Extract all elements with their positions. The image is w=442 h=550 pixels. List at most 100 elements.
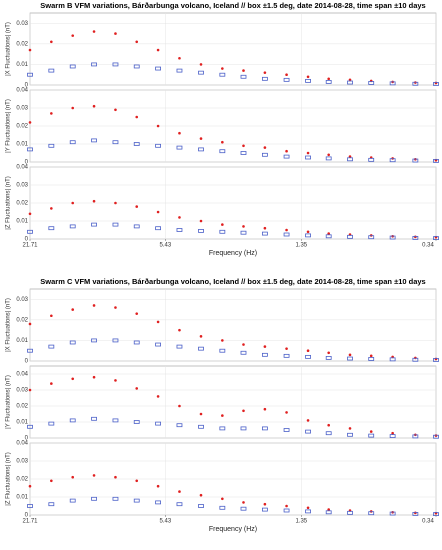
box-marker <box>325 356 332 360</box>
outlier-marker <box>114 379 117 382</box>
box-marker <box>219 426 226 431</box>
outlier-marker <box>28 484 32 488</box>
box-marker <box>389 81 396 86</box>
outlier-marker <box>221 414 224 417</box>
outlier-marker <box>221 497 224 501</box>
outlier-marker <box>242 501 245 504</box>
outlier-marker <box>199 493 203 497</box>
outlier-marker <box>28 212 32 216</box>
outlier-marker <box>348 427 352 430</box>
outlier-marker <box>221 67 224 70</box>
outlier-marker <box>92 104 96 108</box>
box-marker <box>27 424 33 429</box>
box-marker <box>305 509 311 514</box>
box-marker <box>69 340 76 345</box>
outlier-marker <box>242 69 245 72</box>
box-marker <box>91 416 97 421</box>
box-marker <box>347 432 353 437</box>
outlier-marker <box>285 73 288 77</box>
box-marker <box>240 426 247 431</box>
outlier-marker <box>414 235 417 239</box>
outlier-marker <box>221 140 224 144</box>
outlier-marker <box>199 137 203 140</box>
outlier-marker <box>50 40 53 44</box>
box-marker <box>155 143 161 148</box>
outlier-marker <box>50 112 53 115</box>
y-tick-label: 0.02 <box>16 124 28 130</box>
box-marker <box>112 140 119 145</box>
outlier-marker <box>199 335 203 338</box>
box-marker <box>433 358 439 362</box>
y-tick-label: 0.02 <box>16 477 28 483</box>
outlier-marker <box>135 479 139 483</box>
box-marker <box>389 357 396 362</box>
box-marker <box>48 421 55 426</box>
chart-title: Swarm B VFM variations, Bárðarbunga volc… <box>40 1 425 10</box>
outlier-marker <box>178 490 181 493</box>
box-marker <box>283 77 290 82</box>
outlier-marker <box>327 423 330 427</box>
box-marker <box>389 511 396 516</box>
x-tick-label: 1.35 <box>295 519 307 525</box>
outlier-marker <box>327 232 330 235</box>
box-marker <box>347 157 353 162</box>
box-marker <box>198 346 204 351</box>
y-tick-label: 0 <box>25 237 29 243</box>
y-tick-label: 0.01 <box>16 219 28 225</box>
box-marker <box>198 147 204 152</box>
box-marker <box>325 510 332 515</box>
box-marker <box>69 224 76 229</box>
y-tick-label: 0.01 <box>16 338 28 344</box>
box-marker <box>198 504 204 508</box>
outlier-marker <box>434 357 438 361</box>
outlier-marker <box>156 395 160 398</box>
outlier-marker <box>369 430 373 433</box>
outlier-marker <box>285 411 288 414</box>
box-marker <box>261 352 268 357</box>
box-marker <box>283 428 290 432</box>
box-marker <box>176 423 183 428</box>
box-marker <box>48 68 55 73</box>
outlier-marker <box>28 121 32 124</box>
box-marker <box>305 354 311 359</box>
x-tick-label: 1.35 <box>295 243 307 249</box>
box-marker <box>112 222 119 227</box>
outlier-marker <box>135 40 139 44</box>
box-marker <box>240 74 247 79</box>
outlier-marker <box>369 354 373 358</box>
box-marker <box>240 506 247 511</box>
outlier-marker <box>28 322 32 326</box>
outlier-marker <box>50 314 53 318</box>
box-marker <box>412 434 419 439</box>
outlier-marker <box>391 431 394 435</box>
box-marker <box>368 157 375 162</box>
outlier-marker <box>71 201 75 205</box>
outlier-marker <box>242 409 245 413</box>
outlier-marker <box>135 205 139 208</box>
outlier-marker <box>135 387 139 390</box>
outlier-marker <box>306 230 310 234</box>
y-tick-label: 0.03 <box>16 388 28 394</box>
box-marker <box>69 140 76 145</box>
outlier-marker <box>178 56 181 60</box>
outlier-marker <box>50 479 53 483</box>
box-marker <box>305 78 311 83</box>
x-tick-label: 5.43 <box>160 519 172 525</box>
box-marker <box>283 508 290 513</box>
y-tick-label: 0 <box>25 83 29 89</box>
y-tick-label: 0.02 <box>16 317 28 323</box>
box-marker <box>91 62 97 67</box>
y-tick-label: 0.03 <box>16 183 28 189</box>
outlier-marker <box>306 419 310 422</box>
box-marker <box>112 496 119 501</box>
box-marker <box>133 224 140 229</box>
outlier-marker <box>92 30 96 33</box>
outlier-marker <box>221 223 224 226</box>
box-marker <box>48 143 55 148</box>
y-tick-label: 0.01 <box>16 62 28 68</box>
box-marker <box>219 72 226 77</box>
outlier-marker <box>285 228 288 232</box>
outlier-marker <box>178 404 181 408</box>
y-tick-label: 0.04 <box>16 372 28 378</box>
box-marker <box>368 511 375 516</box>
